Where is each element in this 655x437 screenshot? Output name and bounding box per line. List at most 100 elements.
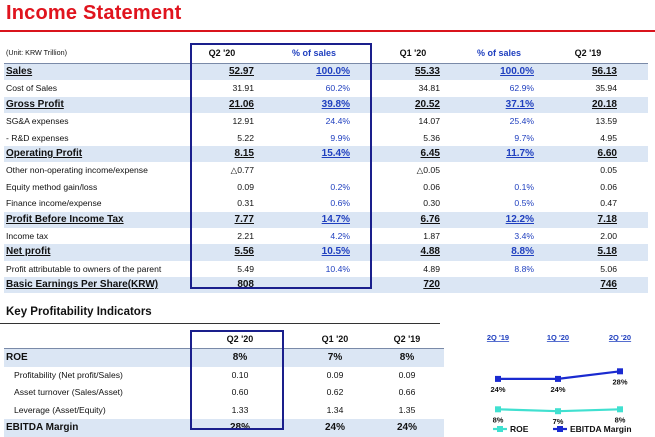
cell-value: 0.62: [326, 387, 344, 397]
cell-value: 0.31: [237, 198, 254, 209]
cell-value: 0.10: [231, 369, 249, 380]
data-point: [617, 368, 623, 375]
cell-value: 10.4%: [325, 263, 350, 274]
cell-value: 21.06: [228, 98, 254, 110]
cell-value: 0.09: [398, 369, 416, 380]
data-label: 7%: [553, 417, 564, 426]
data-label: 24%: [550, 385, 565, 394]
cell-value: 0.47: [600, 198, 617, 209]
cell-value: 0.2%: [330, 181, 350, 192]
cell-value: 13.59: [595, 116, 617, 127]
row-label: Operating Profit: [6, 147, 83, 159]
cell-value: 39.8%: [321, 98, 350, 110]
x-tick-label: 2Q '19: [487, 333, 509, 342]
table-row: Sales 52.97 100.0% 55.33 100.0% 56.13: [4, 64, 648, 81]
cell-value: 0.30: [423, 198, 440, 209]
cell-value: 14.07: [418, 116, 440, 127]
profitability-chart: 2Q '19 1Q '20 2Q '20 8% 7% 8% 24% 24% 28% ROE EBIT…: [487, 333, 632, 434]
cell-value: 8%: [399, 352, 415, 363]
kpi-row: Profitability (Net profit/Sales) 0.10 0.09…: [4, 367, 444, 385]
data-point: [617, 406, 623, 413]
column-header: Q2 '20: [226, 334, 254, 344]
kpi-row: EBITDA Margin 28% 24% 24%: [4, 419, 444, 437]
column-header: % of sales: [476, 48, 522, 58]
cell-value: 100.0%: [500, 66, 534, 77]
kpi-q2-20-highlight-box: [190, 330, 284, 430]
cell-value: 2.00: [600, 230, 617, 241]
table-row: Operating Profit 8.15 15.4% 6.45 11.7% 6.60: [4, 145, 648, 163]
table-row: Profit attributable to owners of the par…: [4, 261, 648, 277]
cell-value: 1.33: [231, 404, 249, 415]
row-label: Profitability (Net profit/Sales): [14, 369, 123, 380]
column-header: Q1 '20: [399, 48, 427, 58]
cell-value: 7%: [327, 352, 343, 363]
row-label: SG&A expenses: [6, 116, 69, 127]
table-row: Finance income/expense 0.31 0.6% 0.30 0.5% 0.…: [4, 195, 648, 211]
cell-value: 720: [423, 279, 440, 291]
x-tick-label: 2Q '20: [609, 333, 631, 342]
cell-value: 11.7%: [506, 147, 534, 159]
cell-value: 25.4%: [509, 116, 534, 127]
cell-value: 1.34: [326, 404, 344, 415]
column-header: Q2 '20: [208, 48, 236, 58]
cell-value: 0.5%: [514, 198, 534, 209]
kpi-header: Q2 '20 Q1 '20 Q2 '19: [4, 330, 444, 349]
cell-value: 0.09: [326, 369, 344, 380]
legend-label: ROE: [510, 424, 529, 434]
table-row: Other non-operating income/expense △0.77 △…: [4, 162, 648, 178]
q2-20-highlight-box: [190, 43, 372, 289]
x-tick-label: 1Q '20: [547, 333, 569, 342]
cell-value: 20.18: [591, 98, 617, 110]
cell-value: 24%: [324, 422, 345, 433]
cell-value: 60.2%: [325, 83, 350, 94]
row-label: EBITDA Margin: [6, 422, 79, 433]
cell-value: 7.77: [234, 213, 254, 225]
row-label: Equity method gain/loss: [6, 181, 98, 192]
cell-value: 24%: [396, 422, 417, 433]
cell-value: 28%: [229, 422, 250, 433]
kpi-row: Leverage (Asset/Equity) 1.33 1.34 1.35: [4, 402, 444, 420]
table-row: Profit Before Income Tax 7.77 14.7% 6.76 12.…: [4, 211, 648, 228]
cell-value: 0.06: [600, 181, 617, 192]
cell-value: 0.06: [423, 181, 440, 192]
column-header: Q2 '19: [574, 48, 602, 58]
row-label: Profit attributable to owners of the par…: [6, 263, 162, 274]
cell-value: 5.49: [237, 263, 254, 274]
income-statement-table: (Unit: KRW Trillion) Q2 '20 % of sales Q1 '…: [4, 43, 648, 294]
table-row: Net profit 5.56 10.5% 4.88 8.8% 5.18: [4, 244, 648, 261]
cell-value: 0.60: [231, 387, 249, 397]
column-header: Q2 '19: [393, 334, 421, 344]
row-label: Basic Earnings Per Share(KRW): [6, 279, 159, 291]
cell-value: 0.66: [398, 387, 416, 397]
row-label: Net profit: [6, 246, 51, 258]
kpi-section-title: Key Profitability Indicators: [6, 306, 152, 318]
cell-value: 7.18: [597, 213, 617, 225]
table-row: Income tax 2.21 4.2% 1.87 3.4% 2.00: [4, 228, 648, 244]
table-row: SG&A expenses 12.91 24.4% 14.07 25.4% 13.59: [4, 113, 648, 129]
cell-value: 6.60: [597, 147, 617, 159]
row-label: Other non-operating income/expense: [6, 165, 148, 176]
unit-label: (Unit: KRW Trillion): [6, 48, 67, 57]
cell-value: 14.7%: [321, 213, 350, 225]
cell-value: 35.94: [595, 83, 617, 94]
cell-value: 2.21: [237, 230, 254, 241]
cell-value: 3.4%: [514, 230, 534, 241]
data-point: [495, 375, 501, 382]
cell-value: 20.52: [414, 98, 440, 110]
column-header: Q1 '20: [321, 334, 349, 344]
cell-value: △0.77: [230, 165, 254, 176]
row-label: ROE: [6, 352, 28, 363]
legend-marker: [497, 426, 503, 432]
cell-value: 8.15: [234, 147, 254, 159]
table-row: Cost of Sales 31.91 60.2% 34.81 62.9% 35.94: [4, 80, 648, 96]
kpi-row: ROE 8% 7% 8%: [4, 349, 444, 367]
data-point: [555, 408, 561, 415]
cell-value: 12.2%: [505, 213, 534, 225]
cell-value: 5.06: [600, 263, 617, 274]
cell-value: 9.7%: [514, 132, 534, 143]
cell-value: 9.9%: [330, 132, 350, 143]
cell-value: 31.91: [232, 83, 254, 94]
table-row: Gross Profit 21.06 39.8% 20.52 37.1% 20.18: [4, 96, 648, 114]
row-label: Sales: [6, 66, 33, 77]
cell-value: 62.9%: [509, 83, 534, 94]
